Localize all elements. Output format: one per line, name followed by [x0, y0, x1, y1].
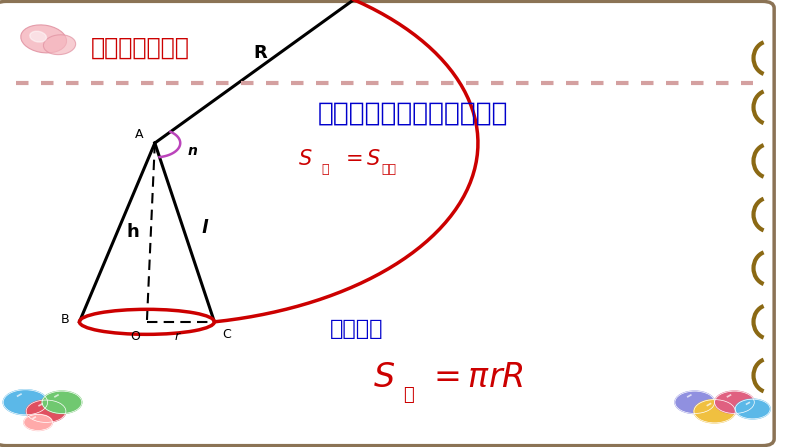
Circle shape	[26, 400, 66, 422]
Text: O: O	[130, 329, 140, 343]
Circle shape	[694, 400, 735, 423]
Text: r: r	[175, 329, 179, 343]
Ellipse shape	[21, 25, 67, 53]
Circle shape	[735, 399, 770, 419]
Text: 圆锥侧面积公式: 圆锥侧面积公式	[91, 36, 191, 60]
Text: h: h	[126, 224, 139, 241]
Circle shape	[675, 391, 715, 413]
Text: C: C	[222, 328, 232, 341]
Text: R: R	[253, 44, 267, 62]
Circle shape	[24, 414, 52, 430]
Text: $=S$: $=S$	[341, 149, 382, 169]
Circle shape	[3, 390, 48, 415]
Text: 侧: 侧	[403, 386, 414, 404]
Text: 公式一：: 公式一：	[330, 319, 383, 338]
Text: $S$: $S$	[298, 149, 312, 169]
FancyBboxPatch shape	[0, 1, 774, 446]
Text: l: l	[202, 219, 207, 237]
Text: $S$: $S$	[373, 361, 395, 394]
Text: 扇形: 扇形	[381, 163, 396, 177]
Circle shape	[42, 391, 82, 413]
Text: B: B	[61, 313, 69, 326]
Text: $ = \pi r R$: $ = \pi r R$	[427, 361, 524, 394]
Text: n: n	[188, 144, 198, 158]
Circle shape	[715, 391, 754, 413]
Text: 侧: 侧	[322, 163, 329, 177]
Text: A: A	[135, 128, 143, 142]
Ellipse shape	[44, 35, 75, 55]
Ellipse shape	[30, 31, 46, 42]
Text: 圆锥的侧面积＝扇形的面积: 圆锥的侧面积＝扇形的面积	[318, 101, 508, 127]
